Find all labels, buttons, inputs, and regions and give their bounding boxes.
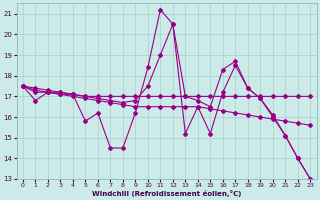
X-axis label: Windchill (Refroidissement éolien,°C): Windchill (Refroidissement éolien,°C) [92, 190, 241, 197]
